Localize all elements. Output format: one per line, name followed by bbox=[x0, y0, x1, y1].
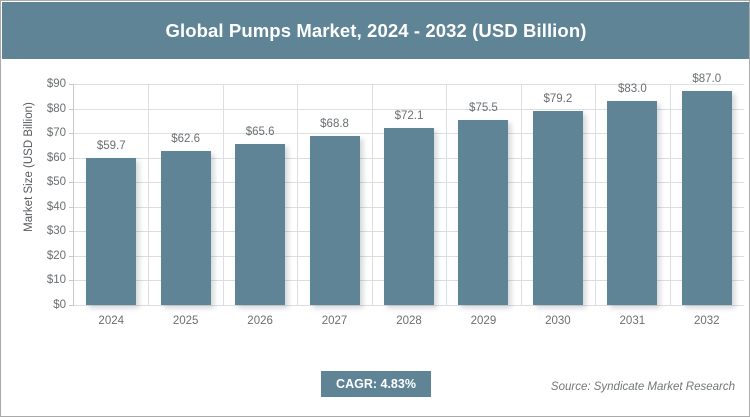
x-axis-tick-label: 2027 bbox=[321, 315, 348, 327]
gridline-vertical bbox=[372, 84, 373, 305]
bar-2025[interactable] bbox=[160, 151, 211, 305]
bar-group: $72.1 2028 bbox=[372, 84, 446, 327]
bar-value-label: $65.6 bbox=[245, 125, 275, 138]
bar-value-label: $72.1 bbox=[394, 109, 424, 122]
y-axis-tick-label: $0 bbox=[53, 299, 66, 311]
y-axis-tick-label: $20 bbox=[46, 249, 66, 262]
gridline-vertical bbox=[223, 84, 224, 305]
x-axis-tick-label: 2024 bbox=[98, 315, 125, 327]
page-title: Global Pumps Market, 2024 - 2032 (USD Bi… bbox=[165, 19, 587, 41]
source-note: Source: Syndicate Market Research bbox=[550, 381, 735, 393]
y-axis-tick-label: $50 bbox=[46, 176, 66, 189]
cagr-badge: CAGR: 4.83% bbox=[321, 371, 431, 397]
bar-value-label: $68.8 bbox=[320, 118, 349, 131]
y-axis-tick-label: $10 bbox=[46, 274, 66, 287]
x-axis-tick-label: 2025 bbox=[172, 315, 199, 327]
gridline-vertical bbox=[670, 84, 671, 305]
y-axis-tick-label: $40 bbox=[46, 200, 66, 213]
bar-group: $75.5 2029 bbox=[446, 84, 520, 327]
y-axis-tick-mark bbox=[69, 280, 74, 282]
bar-2029[interactable] bbox=[458, 119, 509, 305]
y-axis-tick-label: $60 bbox=[46, 151, 66, 164]
bar-2030[interactable] bbox=[532, 110, 583, 305]
plot-area: $0 $10 $20 $30 $40 $50 $60 $70 $80 $90 $59.7 2024 $6… bbox=[47, 73, 744, 327]
gridline-vertical bbox=[297, 84, 298, 305]
y-axis-tick-label: $80 bbox=[46, 102, 66, 115]
gridline-horizontal bbox=[74, 108, 744, 110]
bar-value-label: $87.0 bbox=[692, 73, 722, 86]
gridline-vertical bbox=[595, 84, 596, 305]
y-axis-tick-mark bbox=[69, 231, 74, 233]
x-axis-tick-label: 2028 bbox=[396, 315, 422, 327]
bar-2027[interactable] bbox=[309, 136, 360, 305]
bar-2026[interactable] bbox=[235, 143, 286, 305]
bar-value-label: $62.6 bbox=[171, 133, 201, 146]
bar-value-label: $79.2 bbox=[543, 92, 573, 105]
gridline-horizontal bbox=[74, 305, 744, 306]
y-axis-tick-mark bbox=[69, 108, 74, 110]
bar-value-label: $75.5 bbox=[469, 101, 498, 114]
gridline-vertical bbox=[521, 84, 522, 305]
y-axis-tick-mark bbox=[69, 157, 74, 159]
x-axis-tick-label: 2032 bbox=[693, 315, 720, 327]
bar-group: $87.0 2032 bbox=[670, 73, 744, 327]
y-axis-tick-label: $90 bbox=[46, 78, 66, 90]
gridline-vertical bbox=[446, 84, 447, 305]
bar-2028[interactable] bbox=[383, 127, 434, 305]
y-axis-tick-mark bbox=[69, 84, 74, 85]
bar-2024[interactable] bbox=[86, 158, 137, 305]
x-axis-tick-label: 2031 bbox=[619, 315, 646, 327]
bar-value-label: $83.0 bbox=[617, 83, 647, 96]
y-axis-tick-mark bbox=[69, 255, 74, 257]
x-axis-tick-label: 2026 bbox=[247, 315, 273, 327]
y-axis-tick-label: $30 bbox=[46, 225, 66, 238]
y-axis-tick-mark bbox=[69, 182, 74, 184]
chart-header-band: Global Pumps Market, 2024 - 2032 (USD Bi… bbox=[2, 2, 749, 59]
bar-group: $62.6 2025 bbox=[148, 84, 222, 327]
gridline-horizontal bbox=[74, 84, 744, 85]
gridline-vertical bbox=[148, 84, 149, 305]
bar-group: $65.6 2026 bbox=[223, 84, 297, 327]
bar-value-label: $59.7 bbox=[96, 140, 126, 153]
bar-group: $59.7 2024 bbox=[74, 84, 148, 327]
bar-group: $79.2 2030 bbox=[521, 84, 595, 327]
bar-group: $68.8 2027 bbox=[297, 84, 371, 327]
bar-2032[interactable] bbox=[681, 91, 732, 305]
bar-group: $83.0 2031 bbox=[595, 83, 669, 327]
bar-2031[interactable] bbox=[607, 101, 658, 305]
y-axis-tick-mark bbox=[69, 133, 74, 135]
y-axis-tick-label: $70 bbox=[46, 127, 66, 140]
y-axis-tick-mark bbox=[69, 305, 74, 306]
x-axis-tick-label: 2030 bbox=[545, 315, 571, 327]
x-axis-tick-label: 2029 bbox=[470, 315, 497, 327]
y-axis-tick-mark bbox=[69, 206, 74, 208]
